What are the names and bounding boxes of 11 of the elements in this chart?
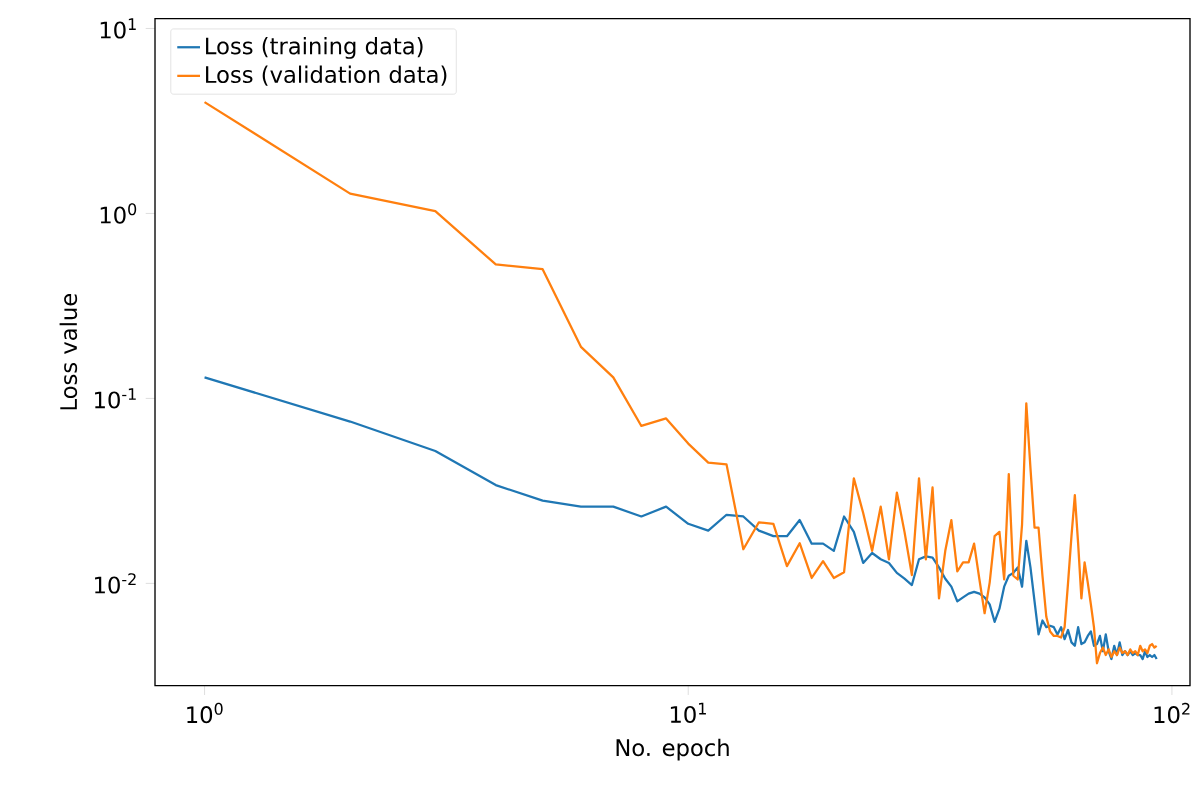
legend-label: Loss (validation data)	[206, 65, 447, 86]
x-axis-title: No. epoch	[616, 738, 729, 761]
y-tick-label: 10$^{-1}$	[95, 388, 136, 409]
x-tick-label: 10$^{1}$	[670, 702, 706, 724]
y-axis-title: Loss value	[59, 294, 78, 410]
y-tick-label: 10$^{1}$	[100, 18, 136, 39]
y-tick-label: 10$^{0}$	[100, 203, 137, 224]
legend-label: Loss (training data)	[206, 37, 423, 60]
x-tick-label: 10$^{2}$	[1154, 702, 1190, 724]
x-tick-label: 10$^{0}$	[187, 702, 223, 724]
y-tick-label: 10$^{-2}$	[95, 573, 136, 594]
